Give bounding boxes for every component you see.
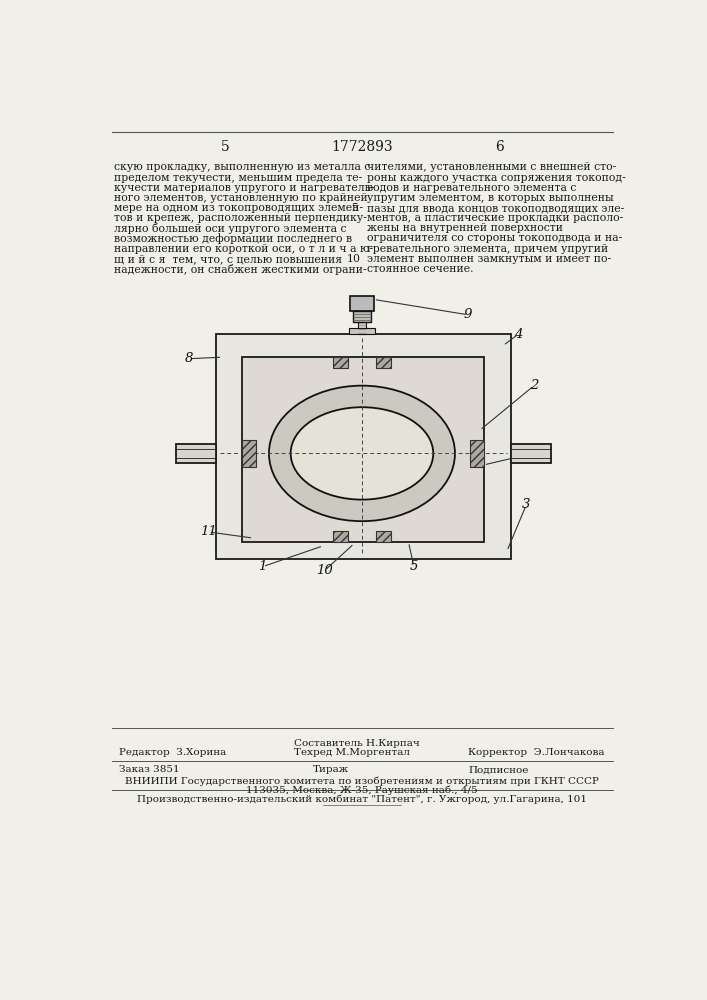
Bar <box>358 322 366 334</box>
Text: скую прокладку, выполненную из металла с: скую прокладку, выполненную из металла с <box>114 162 370 172</box>
Text: Заказ 3851: Заказ 3851 <box>119 765 180 774</box>
Text: водов и нагревательного элемента с: водов и нагревательного элемента с <box>368 183 577 193</box>
Text: надежности, он снабжен жесткими ограни-: надежности, он снабжен жесткими ограни- <box>114 264 366 275</box>
Text: возможностью деформации последнего в: возможностью деформации последнего в <box>114 233 352 244</box>
Text: ВНИИПИ Государственного комитета по изобретениям и открытиям при ГКНТ СССР: ВНИИПИ Государственного комитета по изоб… <box>125 776 599 786</box>
Text: 9: 9 <box>464 308 472 321</box>
Text: 5: 5 <box>409 560 418 573</box>
Text: гревательного элемента, причем упругий: гревательного элемента, причем упругий <box>368 244 609 254</box>
Ellipse shape <box>291 407 433 500</box>
Text: Редактор  З.Хорина: Редактор З.Хорина <box>119 748 227 757</box>
Text: ментов, а пластические прокладки располо-: ментов, а пластические прокладки располо… <box>368 213 624 223</box>
Text: пазы для ввода концов токоподводящих эле-: пазы для ввода концов токоподводящих эле… <box>368 203 624 213</box>
Text: 10: 10 <box>316 564 333 577</box>
Text: мере на одном из токопроводящих элемен-: мере на одном из токопроводящих элемен- <box>114 203 363 213</box>
Ellipse shape <box>269 386 455 521</box>
Text: кучести материалов упругого и нагреватель-: кучести материалов упругого и нагревател… <box>114 183 374 193</box>
Text: направлении его короткой оси, о т л и ч а ю-: направлении его короткой оси, о т л и ч … <box>114 244 373 254</box>
Text: чителями, установленными с внешней сто-: чителями, установленными с внешней сто- <box>368 162 617 172</box>
Text: тов и крепеж, расположенный перпендику-: тов и крепеж, расположенный перпендику- <box>114 213 367 223</box>
Text: роны каждого участка сопряжения токопод-: роны каждого участка сопряжения токопод- <box>368 173 626 183</box>
Bar <box>242 357 484 542</box>
Text: 3: 3 <box>522 498 530 512</box>
Bar <box>176 444 216 463</box>
Text: Техред М.Моргентал: Техред М.Моргентал <box>293 748 410 757</box>
Text: лярно большей оси упругого элемента с: лярно большей оси упругого элемента с <box>114 223 346 234</box>
Text: элемент выполнен замкнутым и имеет по-: элемент выполнен замкнутым и имеет по- <box>368 254 612 264</box>
Text: 113035, Москва, Ж-35, Раушская наб., 4/5: 113035, Москва, Ж-35, Раушская наб., 4/5 <box>246 785 478 795</box>
Text: щ и й с я  тем, что, с целью повышения: щ и й с я тем, что, с целью повышения <box>114 254 342 264</box>
Text: 4: 4 <box>514 328 522 341</box>
Bar <box>469 440 484 467</box>
Text: Тираж: Тираж <box>313 765 349 774</box>
Text: Производственно-издательский комбинат "Патент", г. Ужгород, ул.Гагарина, 101: Производственно-издательский комбинат "П… <box>137 795 587 804</box>
Text: Подписное: Подписное <box>468 765 529 774</box>
Text: 5: 5 <box>351 203 358 213</box>
Text: упругим элементом, в которых выполнены: упругим элементом, в которых выполнены <box>368 193 614 203</box>
Bar <box>353 311 371 322</box>
Text: пределом текучести, меньшим предела те-: пределом текучести, меньшим предела те- <box>114 173 362 183</box>
Bar <box>216 334 510 559</box>
Bar <box>332 357 348 368</box>
Text: 1: 1 <box>259 560 267 573</box>
Text: стоянное сечение.: стоянное сечение. <box>368 264 474 274</box>
Text: ограничителя со стороны токоподвода и на-: ограничителя со стороны токоподвода и на… <box>368 233 623 243</box>
Text: 6: 6 <box>495 140 503 154</box>
Bar <box>510 444 551 463</box>
Text: 6: 6 <box>522 448 530 461</box>
Text: 8: 8 <box>185 352 193 365</box>
Text: Составитель Н.Кирпач: Составитель Н.Кирпач <box>293 739 419 748</box>
Text: Корректор  Э.Лончакова: Корректор Э.Лончакова <box>468 748 604 757</box>
Text: 7: 7 <box>175 445 184 458</box>
Bar <box>349 328 375 334</box>
Bar <box>376 531 392 542</box>
Bar <box>351 296 373 311</box>
Text: жены на внутренней поверхности: жены на внутренней поверхности <box>368 223 563 233</box>
Text: 11: 11 <box>200 525 217 538</box>
Bar <box>376 357 392 368</box>
Text: ного элементов, установленную по крайней: ного элементов, установленную по крайней <box>114 193 368 203</box>
Bar <box>332 531 348 542</box>
Text: 5: 5 <box>221 140 230 154</box>
Text: 10: 10 <box>347 254 361 264</box>
Text: 1772893: 1772893 <box>331 140 393 154</box>
Text: 2: 2 <box>530 379 538 392</box>
Bar <box>242 440 256 467</box>
